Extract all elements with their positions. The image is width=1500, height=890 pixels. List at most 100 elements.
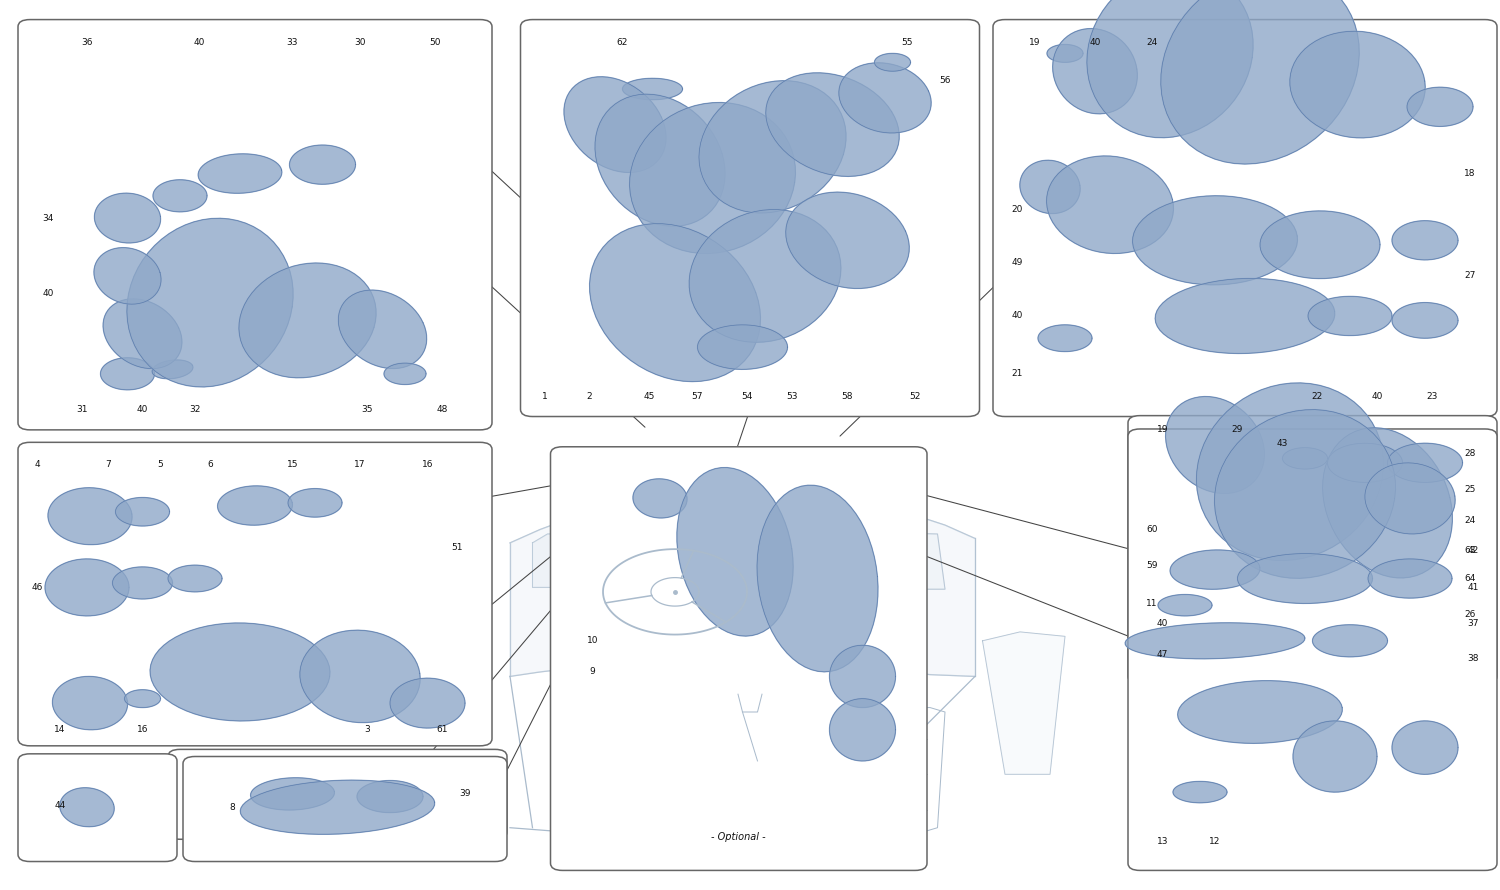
Text: 9: 9 — [590, 668, 596, 676]
Polygon shape — [152, 360, 194, 379]
Polygon shape — [124, 690, 160, 708]
Text: 14: 14 — [54, 725, 66, 734]
Polygon shape — [622, 78, 682, 100]
Polygon shape — [1197, 383, 1383, 561]
Polygon shape — [384, 363, 426, 384]
Polygon shape — [1161, 0, 1359, 164]
FancyBboxPatch shape — [520, 20, 980, 417]
Polygon shape — [240, 781, 435, 834]
Text: 36: 36 — [81, 38, 93, 47]
Text: 19: 19 — [1029, 38, 1041, 47]
Text: 47: 47 — [1156, 650, 1168, 659]
Text: 2: 2 — [586, 392, 592, 401]
FancyBboxPatch shape — [183, 756, 507, 862]
Text: 8: 8 — [230, 803, 236, 812]
FancyBboxPatch shape — [18, 754, 177, 862]
Text: 12: 12 — [1209, 837, 1221, 845]
Polygon shape — [168, 565, 222, 592]
Text: 25: 25 — [1464, 485, 1476, 494]
Text: 49: 49 — [1011, 258, 1023, 267]
Text: 32: 32 — [189, 405, 201, 414]
Polygon shape — [1178, 681, 1342, 743]
Text: 17: 17 — [354, 460, 366, 469]
Text: 40: 40 — [42, 289, 54, 298]
Text: 48: 48 — [436, 405, 448, 414]
Text: 28: 28 — [1464, 449, 1476, 458]
Text: 23: 23 — [1426, 392, 1438, 401]
Polygon shape — [1388, 443, 1462, 482]
Polygon shape — [116, 498, 170, 526]
Text: 15: 15 — [286, 460, 298, 469]
Polygon shape — [839, 63, 932, 133]
Polygon shape — [288, 489, 342, 517]
Polygon shape — [1155, 279, 1335, 353]
Polygon shape — [1282, 448, 1328, 469]
Polygon shape — [676, 467, 794, 636]
Polygon shape — [698, 325, 788, 369]
Polygon shape — [100, 358, 154, 390]
Text: 60: 60 — [1146, 525, 1158, 534]
Polygon shape — [1215, 409, 1395, 578]
Text: 58: 58 — [842, 392, 854, 401]
Text: 40: 40 — [1011, 312, 1023, 320]
Text: 41: 41 — [1467, 583, 1479, 592]
Polygon shape — [830, 699, 896, 761]
Polygon shape — [590, 223, 760, 382]
Text: 40: 40 — [136, 405, 148, 414]
Polygon shape — [251, 778, 334, 810]
FancyBboxPatch shape — [168, 749, 507, 839]
Polygon shape — [1312, 625, 1388, 657]
Polygon shape — [153, 180, 207, 212]
Text: 20: 20 — [1011, 205, 1023, 214]
Text: 24: 24 — [1464, 516, 1476, 525]
Text: 56: 56 — [939, 76, 951, 85]
Polygon shape — [1173, 781, 1227, 803]
Text: 31: 31 — [76, 405, 88, 414]
Text: 26: 26 — [1464, 610, 1476, 619]
Polygon shape — [1088, 0, 1252, 138]
Polygon shape — [1328, 443, 1402, 482]
Text: - Optional -: - Optional - — [711, 831, 766, 842]
Polygon shape — [128, 218, 292, 387]
Polygon shape — [766, 73, 898, 176]
Text: 38: 38 — [1467, 654, 1479, 663]
Polygon shape — [53, 676, 128, 730]
Polygon shape — [1038, 325, 1092, 352]
Polygon shape — [1132, 196, 1298, 285]
Polygon shape — [290, 145, 356, 184]
Polygon shape — [1166, 397, 1264, 493]
Text: 45: 45 — [644, 392, 656, 401]
Text: 40: 40 — [1089, 38, 1101, 47]
Polygon shape — [830, 645, 896, 708]
FancyBboxPatch shape — [1128, 416, 1497, 684]
Text: 5: 5 — [158, 460, 164, 469]
Text: 21: 21 — [1011, 369, 1023, 378]
Text: 40: 40 — [1156, 619, 1168, 627]
Text: 43: 43 — [1276, 439, 1288, 448]
Polygon shape — [1047, 156, 1173, 254]
FancyBboxPatch shape — [550, 447, 927, 870]
Polygon shape — [1170, 550, 1260, 589]
Polygon shape — [982, 632, 1065, 774]
Text: 40: 40 — [1371, 392, 1383, 401]
Polygon shape — [1260, 211, 1380, 279]
Polygon shape — [596, 94, 724, 226]
Polygon shape — [758, 485, 878, 672]
Polygon shape — [532, 534, 618, 587]
Text: 52: 52 — [909, 392, 921, 401]
Text: 61: 61 — [436, 725, 448, 734]
Text: 39: 39 — [459, 789, 471, 798]
Polygon shape — [217, 486, 292, 525]
Text: 54: 54 — [741, 392, 753, 401]
Polygon shape — [339, 290, 426, 368]
Text: 27: 27 — [1464, 271, 1476, 280]
Polygon shape — [60, 788, 114, 827]
Polygon shape — [1392, 221, 1458, 260]
Text: 44: 44 — [54, 801, 66, 810]
Polygon shape — [1047, 44, 1083, 62]
Polygon shape — [1407, 87, 1473, 126]
Text: 6: 6 — [207, 460, 213, 469]
Polygon shape — [1323, 428, 1452, 578]
Text: 51: 51 — [452, 543, 464, 552]
Text: 13: 13 — [1156, 837, 1168, 845]
